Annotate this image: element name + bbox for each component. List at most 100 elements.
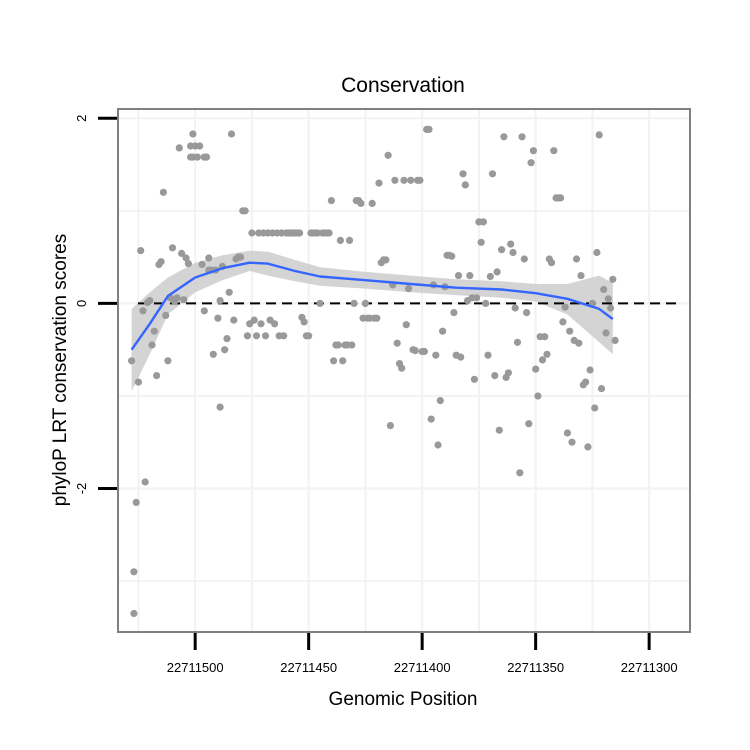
- data-point: [470, 375, 478, 383]
- data-point: [436, 397, 444, 405]
- data-point: [491, 372, 499, 380]
- data-point: [325, 229, 333, 237]
- data-point: [384, 151, 392, 159]
- data-point: [184, 260, 192, 268]
- data-point: [257, 320, 265, 328]
- data-point: [479, 218, 487, 226]
- data-point: [402, 321, 410, 329]
- data-point: [504, 369, 512, 377]
- data-point: [241, 207, 249, 215]
- data-point: [296, 229, 304, 237]
- data-point: [513, 338, 522, 346]
- data-point: [534, 392, 542, 400]
- data-point: [459, 170, 467, 178]
- data-point: [577, 272, 585, 280]
- data-point: [391, 176, 399, 184]
- data-point: [516, 469, 524, 477]
- data-point: [216, 403, 224, 411]
- data-point: [330, 357, 338, 365]
- data-point: [486, 272, 494, 281]
- data-point: [473, 294, 481, 302]
- data-point: [450, 309, 458, 317]
- data-point: [509, 248, 517, 257]
- data-point: [373, 314, 381, 322]
- data-point: [411, 347, 419, 355]
- data-point: [593, 248, 601, 257]
- data-point: [586, 366, 594, 374]
- data-point: [609, 275, 617, 283]
- data-point: [178, 249, 186, 257]
- data-point: [611, 336, 619, 344]
- data-point: [484, 351, 492, 359]
- data-point: [300, 318, 308, 326]
- data-point: [600, 285, 608, 294]
- data-point: [477, 238, 485, 246]
- data-point: [518, 133, 526, 141]
- data-point: [454, 272, 463, 280]
- y-axis: -2 0 2: [74, 115, 117, 494]
- x-axis-label: Genomic Position: [329, 689, 478, 710]
- data-point: [193, 153, 201, 161]
- data-point: [566, 327, 574, 335]
- data-point: [595, 131, 603, 139]
- data-point: [575, 339, 583, 347]
- data-point: [196, 142, 204, 150]
- data-point: [350, 299, 358, 307]
- plot-panel-border: [117, 108, 691, 633]
- data-point: [223, 335, 231, 343]
- data-point: [457, 353, 465, 361]
- data-point: [488, 170, 497, 178]
- data-point: [271, 320, 279, 328]
- data-point: [182, 254, 190, 262]
- data-point: [243, 332, 251, 340]
- data-point: [230, 316, 238, 324]
- data-point: [209, 350, 217, 358]
- data-point: [523, 309, 531, 317]
- data-point: [357, 199, 365, 207]
- confidence-band-area: [131, 250, 613, 392]
- data-point: [432, 351, 440, 359]
- y-tick-label: 0: [74, 300, 89, 307]
- data-point: [541, 333, 549, 341]
- x-tick-label: 22711500: [167, 660, 224, 675]
- data-point: [173, 294, 181, 302]
- smooth-line: [130, 261, 614, 351]
- data-point: [461, 181, 469, 189]
- data-point: [529, 147, 538, 155]
- data-point: [148, 341, 156, 349]
- data-point: [425, 125, 433, 133]
- data-point: [134, 378, 142, 386]
- data-point: [493, 268, 501, 276]
- data-point: [137, 247, 145, 255]
- data-point: [345, 236, 354, 244]
- data-point: [591, 404, 599, 412]
- chart-title: Conservation: [341, 74, 465, 97]
- data-point: [227, 130, 236, 138]
- data-point: [582, 378, 590, 386]
- data-point: [559, 318, 567, 326]
- data-point: [202, 153, 211, 161]
- y-tick-label: 2: [74, 115, 89, 122]
- data-point: [386, 422, 394, 430]
- data-point: [336, 236, 344, 244]
- data-point: [168, 244, 177, 252]
- data-point: [375, 179, 383, 187]
- data-point: [339, 357, 347, 365]
- confidence-band: [131, 250, 613, 392]
- data-point: [550, 147, 558, 155]
- data-point: [348, 341, 356, 349]
- data-point: [146, 297, 154, 305]
- data-point: [316, 299, 324, 307]
- x-tick-label: 22711450: [280, 660, 337, 675]
- data-point: [427, 415, 435, 423]
- x-axis: 22711500 22711450 22711400 22711350 22711300: [167, 633, 678, 675]
- data-points: [128, 125, 619, 618]
- data-point: [368, 199, 376, 207]
- data-point: [162, 311, 170, 319]
- data-point: [561, 303, 569, 311]
- data-point: [532, 365, 540, 373]
- data-point: [382, 256, 390, 264]
- data-point: [604, 295, 612, 303]
- data-point: [132, 498, 140, 506]
